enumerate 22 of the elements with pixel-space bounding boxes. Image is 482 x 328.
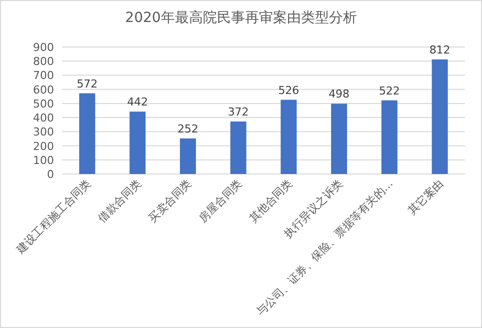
x-tick-label: 借款合同类 — [96, 176, 144, 226]
x-tick-label: 买卖合同类 — [146, 176, 194, 226]
y-tick-label: 100 — [33, 154, 54, 167]
data-label: 498 — [328, 88, 350, 101]
data-label: 522 — [378, 84, 400, 98]
x-tick-label: 房屋合同类 — [196, 176, 244, 226]
y-tick-label: 500 — [33, 97, 54, 110]
x-tick-label: 其它案由 — [406, 176, 446, 218]
data-label: 526 — [278, 84, 300, 97]
y-tick-label: 600 — [33, 83, 54, 96]
title: 2020年最高院民事再审案由类型分析 — [125, 10, 357, 26]
data-label: 372 — [228, 106, 249, 119]
data-label: 252 — [177, 122, 198, 136]
y-tick-label: 900 — [33, 41, 54, 54]
y-tick-label: 200 — [33, 140, 54, 153]
data-label: 812 — [429, 43, 450, 56]
y-tick-label: 800 — [33, 55, 54, 68]
y-tick-label: 300 — [33, 126, 54, 139]
data-label: 572 — [76, 77, 98, 90]
y-tick-label: 700 — [33, 69, 54, 82]
y-tick-label: 400 — [33, 112, 54, 125]
data-label: 442 — [127, 96, 148, 109]
